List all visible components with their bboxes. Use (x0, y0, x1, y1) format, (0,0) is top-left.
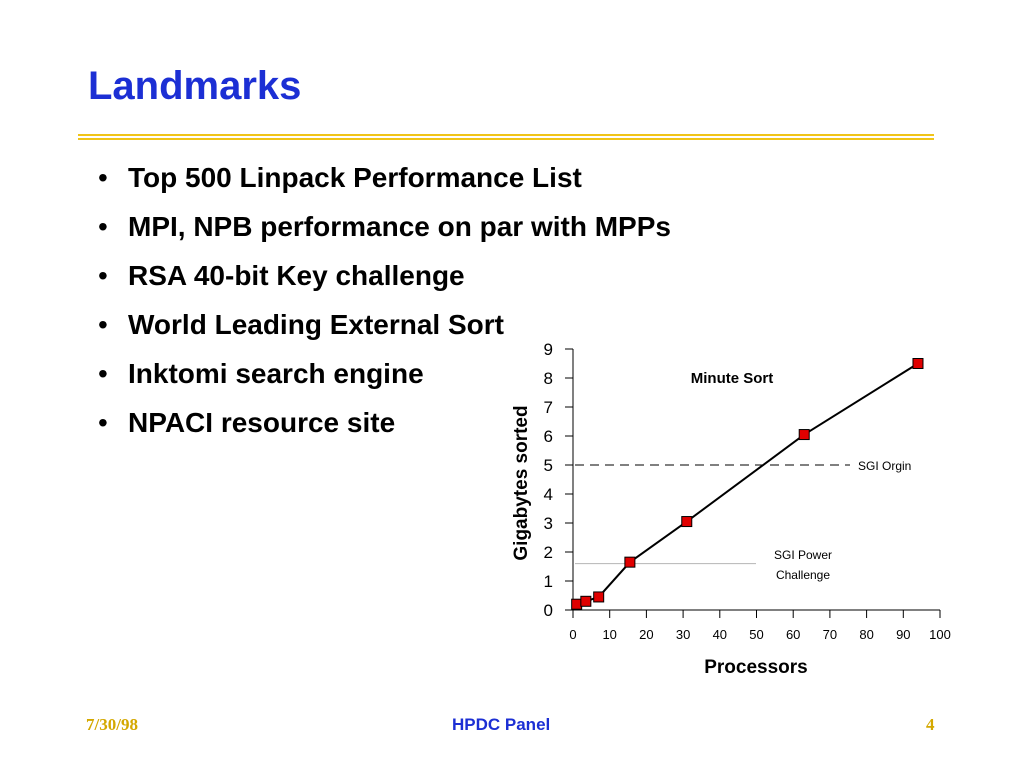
sgi-origin-label: SGI Orgin (858, 459, 911, 473)
data-point-marker (580, 595, 592, 607)
reference-lines: SGI Orgin SGI Power Challenge (575, 459, 911, 582)
data-point-marker (624, 556, 636, 568)
x-tick-label: 10 (602, 627, 616, 642)
x-tick-label: 30 (676, 627, 690, 642)
chart-series (571, 358, 924, 610)
series-line (576, 362, 919, 606)
data-point-marker (912, 358, 924, 369)
footer-page-number: 4 (926, 715, 935, 734)
title-rule-top (78, 134, 934, 136)
bullet-item: • Inktomi search engine (98, 352, 671, 401)
data-point-marker (681, 516, 693, 528)
x-tick-label: 60 (786, 627, 800, 642)
x-tick-label: 40 (713, 627, 727, 642)
data-point-marker (798, 429, 810, 441)
y-tick-label: 2 (544, 543, 553, 562)
x-tick-label: 100 (929, 627, 951, 642)
chart-title: Minute Sort (691, 370, 774, 387)
data-point-marker (571, 598, 583, 610)
y-tick-label: 6 (544, 427, 553, 446)
y-axis-label: Gigabytes sorted (511, 405, 532, 560)
x-tick-label: 0 (569, 627, 576, 642)
data-point-marker (593, 591, 605, 603)
bullet-text: NPACI resource site (128, 407, 396, 438)
x-tick-label: 50 (749, 627, 763, 642)
y-tick-label: 0 (544, 601, 553, 620)
y-tick-label: 7 (544, 398, 553, 417)
bullet-icon: • (98, 211, 108, 242)
x-tick-label: 20 (639, 627, 653, 642)
bullet-icon: • (98, 407, 108, 438)
bullet-item: • RSA 40-bit Key challenge (98, 254, 671, 303)
y-tick-label: 9 (544, 340, 553, 359)
sgi-power-challenge-label: SGI Power (774, 548, 832, 562)
sgi-power-challenge-label: Challenge (776, 568, 830, 582)
bullet-item: • NPACI resource site (98, 401, 671, 450)
y-tick-label: 3 (544, 514, 553, 533)
bullet-item: • MPI, NPB performance on par with MPPs (98, 205, 671, 254)
x-axis-label: Processors (704, 657, 808, 678)
bullet-list: • Top 500 Linpack Performance List • MPI, … (98, 156, 671, 450)
bullet-item: • World Leading External Sort (98, 303, 671, 352)
x-tick-label: 80 (859, 627, 873, 642)
slide-title: Landmarks (88, 64, 302, 108)
y-tick-label: 1 (544, 572, 553, 591)
bullet-text: World Leading External Sort (128, 309, 504, 340)
bullet-icon: • (98, 260, 108, 291)
bullet-icon: • (98, 309, 108, 340)
y-tick-label: 4 (544, 485, 553, 504)
bullet-text: MPI, NPB performance on par with MPPs (128, 211, 671, 242)
y-tick-label: 8 (544, 369, 553, 388)
y-tick-label: 5 (544, 456, 553, 475)
bullet-icon: • (98, 162, 108, 193)
footer-date: 7/30/98 (86, 715, 138, 734)
footer-title: HPDC Panel (452, 715, 551, 734)
bullet-text: Inktomi search engine (128, 358, 424, 389)
bullet-text: Top 500 Linpack Performance List (128, 162, 582, 193)
x-tick-label: 70 (823, 627, 837, 642)
x-tick-label: 90 (896, 627, 910, 642)
title-rule-bottom (78, 138, 934, 140)
bullet-text: RSA 40-bit Key challenge (128, 260, 465, 291)
bullet-icon: • (98, 358, 108, 389)
bullet-item: • Top 500 Linpack Performance List (98, 156, 671, 205)
